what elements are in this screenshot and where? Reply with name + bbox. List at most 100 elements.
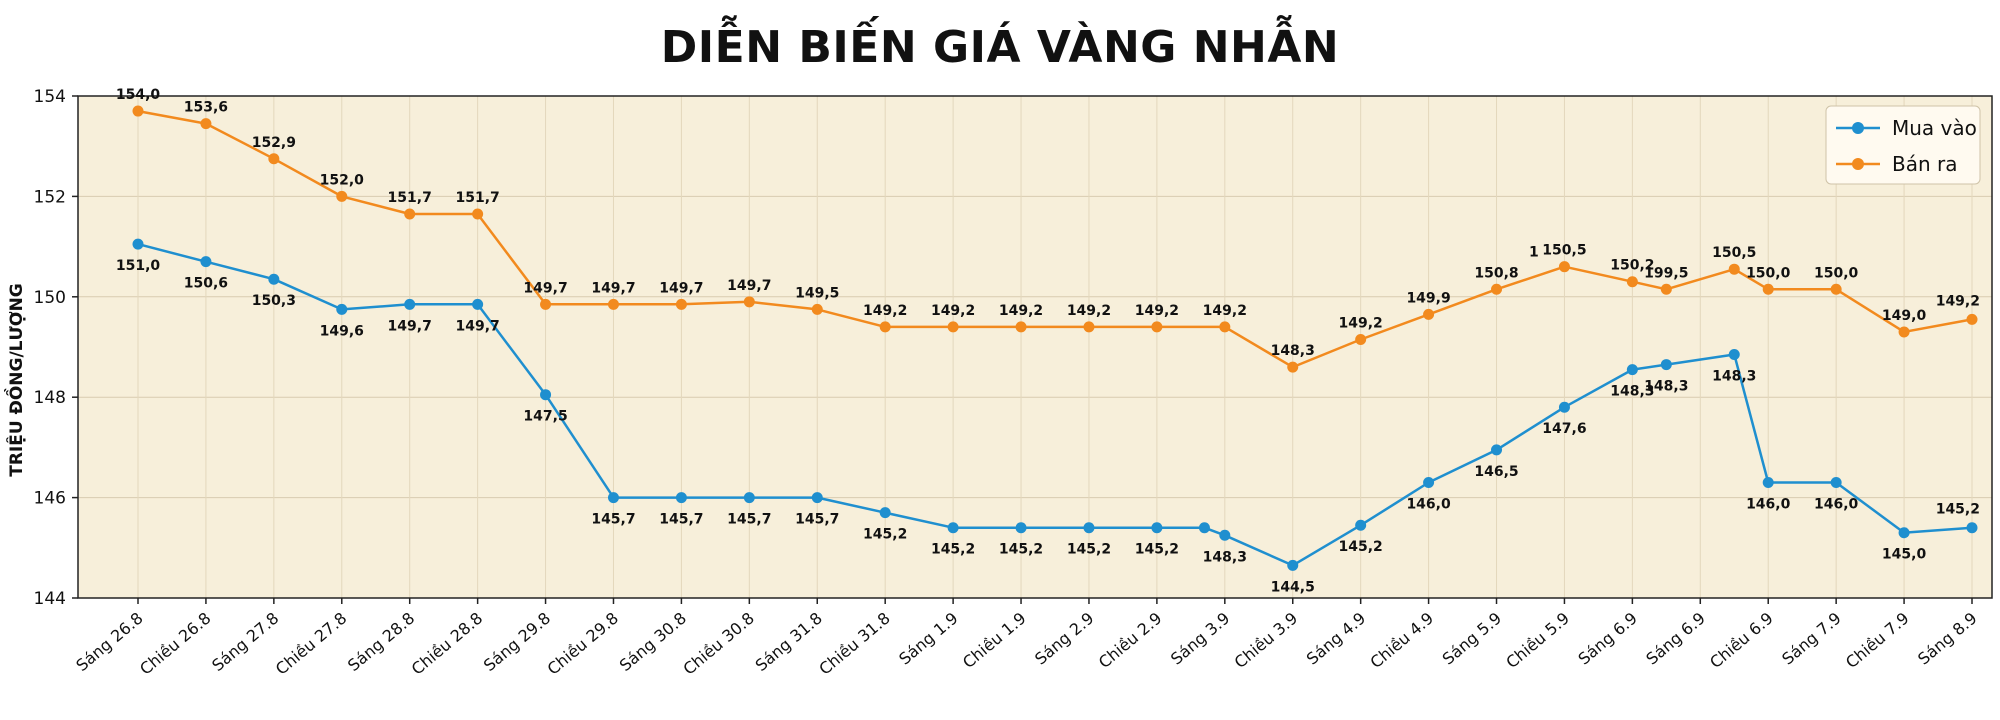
x-tick-label: Chiều 27.8 — [272, 609, 350, 679]
data-label: 154,0 — [116, 87, 161, 103]
x-tick-label: Sáng 2.9 — [1031, 609, 1097, 669]
data-label: 152,0 — [320, 172, 365, 188]
y-tick-label: 152 — [34, 187, 66, 207]
data-point — [336, 303, 348, 315]
data-point — [1287, 361, 1299, 373]
data-label: 145,0 — [1882, 547, 1927, 563]
data-point — [1083, 321, 1095, 333]
data-label: 149,9 — [1406, 290, 1450, 306]
data-point — [1898, 326, 1910, 338]
data-label: 1 — [1529, 245, 1539, 261]
data-label: 149,7 — [455, 318, 499, 334]
data-labels: 151,0 150,6 150,3 149,6 149,7 149,7 147,5 145,7… — [116, 87, 1980, 595]
data-label: 149,7 — [388, 318, 432, 334]
x-tick-label: Sáng 8.9 — [1914, 609, 1980, 669]
data-label: 150,8 — [1474, 265, 1518, 281]
x-tick-label: Sáng 28.8 — [344, 609, 418, 676]
x-tick-label: Chiều 28.8 — [408, 609, 486, 679]
series-line — [137, 242, 1973, 567]
data-point — [1015, 321, 1027, 333]
data-point — [1219, 529, 1231, 541]
data-label: 149,2 — [999, 303, 1043, 319]
legend-swatch-marker — [1852, 158, 1864, 170]
x-tick-label: Sáng 4.9 — [1303, 609, 1369, 669]
data-label: 150,5 — [1542, 243, 1586, 259]
data-point — [607, 492, 619, 504]
data-label: 151,0 — [116, 258, 161, 274]
data-point — [1898, 527, 1910, 539]
legend: Mua vào Bán ra — [1825, 105, 1981, 185]
data-point — [1491, 283, 1503, 295]
data-label: 145,2 — [999, 542, 1043, 558]
data-label: 145,7 — [591, 512, 635, 528]
data-point — [132, 238, 144, 250]
data-label: 145,2 — [1339, 539, 1383, 555]
data-label: 148,3 — [1644, 379, 1688, 395]
data-point — [1423, 308, 1435, 320]
data-label: 146,0 — [1746, 497, 1791, 513]
data-point — [200, 118, 212, 130]
data-point — [1558, 261, 1570, 273]
data-label: 146,0 — [1814, 497, 1859, 513]
data-label: 148,3 — [1610, 384, 1654, 400]
x-tick-label: Sáng 7.9 — [1778, 609, 1844, 669]
data-point — [1423, 477, 1435, 489]
x-tick-label: Chiều 4.9 — [1367, 609, 1438, 673]
data-point — [1830, 477, 1842, 489]
data-point — [811, 492, 823, 504]
data-point — [200, 256, 212, 268]
y-tick-label: 146 — [34, 489, 66, 509]
data-point — [268, 153, 280, 165]
data-label: 150,2 — [1610, 258, 1654, 274]
data-label: 149,2 — [931, 303, 975, 319]
data-point — [879, 321, 891, 333]
data-point — [1762, 283, 1774, 295]
series-points — [132, 105, 1978, 571]
y-tick-label: 148 — [34, 388, 66, 408]
x-tick-label: Sáng 26.8 — [72, 609, 146, 676]
data-label: 146,0 — [1406, 497, 1451, 513]
data-label: 145,7 — [727, 512, 771, 528]
x-tick-label: Sáng 29.8 — [480, 609, 554, 676]
data-label: 145,2 — [863, 527, 907, 543]
data-point — [1355, 519, 1367, 531]
data-point — [879, 507, 891, 519]
x-tick-label: Chiều 26.8 — [136, 609, 214, 679]
grid-lines — [78, 95, 1992, 599]
data-point — [1830, 283, 1842, 295]
data-point — [336, 190, 348, 202]
data-label: 152,9 — [252, 135, 296, 151]
data-point — [404, 208, 416, 220]
x-tick-label: Sáng 31.8 — [752, 609, 826, 676]
data-label: 149,2 — [1135, 303, 1179, 319]
data-point — [1966, 313, 1978, 325]
data-point — [268, 273, 280, 285]
data-label: 149,7 — [659, 280, 703, 296]
y-tick-label: 154 — [34, 87, 66, 107]
data-point — [1660, 283, 1672, 295]
data-point — [472, 208, 484, 220]
x-tick-label: Sáng 27.8 — [208, 609, 282, 676]
data-label: 148,3 — [1271, 343, 1315, 359]
x-tick-label: Sáng 6.9 — [1574, 609, 1640, 669]
data-label: 153,6 — [184, 100, 228, 116]
data-point — [1626, 276, 1638, 288]
data-label: 147,6 — [1542, 421, 1586, 437]
data-label: 149,7 — [523, 280, 567, 296]
y-tick-label: 150 — [34, 288, 66, 308]
x-tick-label: Chiều 30.8 — [679, 609, 757, 679]
data-label: 146,5 — [1474, 464, 1518, 480]
y-tick-label: 144 — [34, 589, 66, 609]
data-point — [1660, 359, 1672, 371]
x-tick-label: Sáng 30.8 — [616, 609, 690, 676]
data-label: 145,2 — [1067, 542, 1111, 558]
data-label: 149,0 — [1882, 308, 1927, 324]
data-label: 148,3 — [1203, 549, 1247, 565]
data-label: 149,7 — [727, 278, 771, 294]
plot-frame — [77, 95, 1993, 599]
legend-entry: Mua vào — [1892, 116, 1977, 140]
data-point — [1355, 333, 1367, 345]
y-axis-label: TRIỆU ĐỒNG/LƯỢNG — [3, 283, 27, 477]
x-tick-label: Chiều 31.8 — [815, 609, 893, 679]
data-label: 199,5 — [1644, 265, 1688, 281]
